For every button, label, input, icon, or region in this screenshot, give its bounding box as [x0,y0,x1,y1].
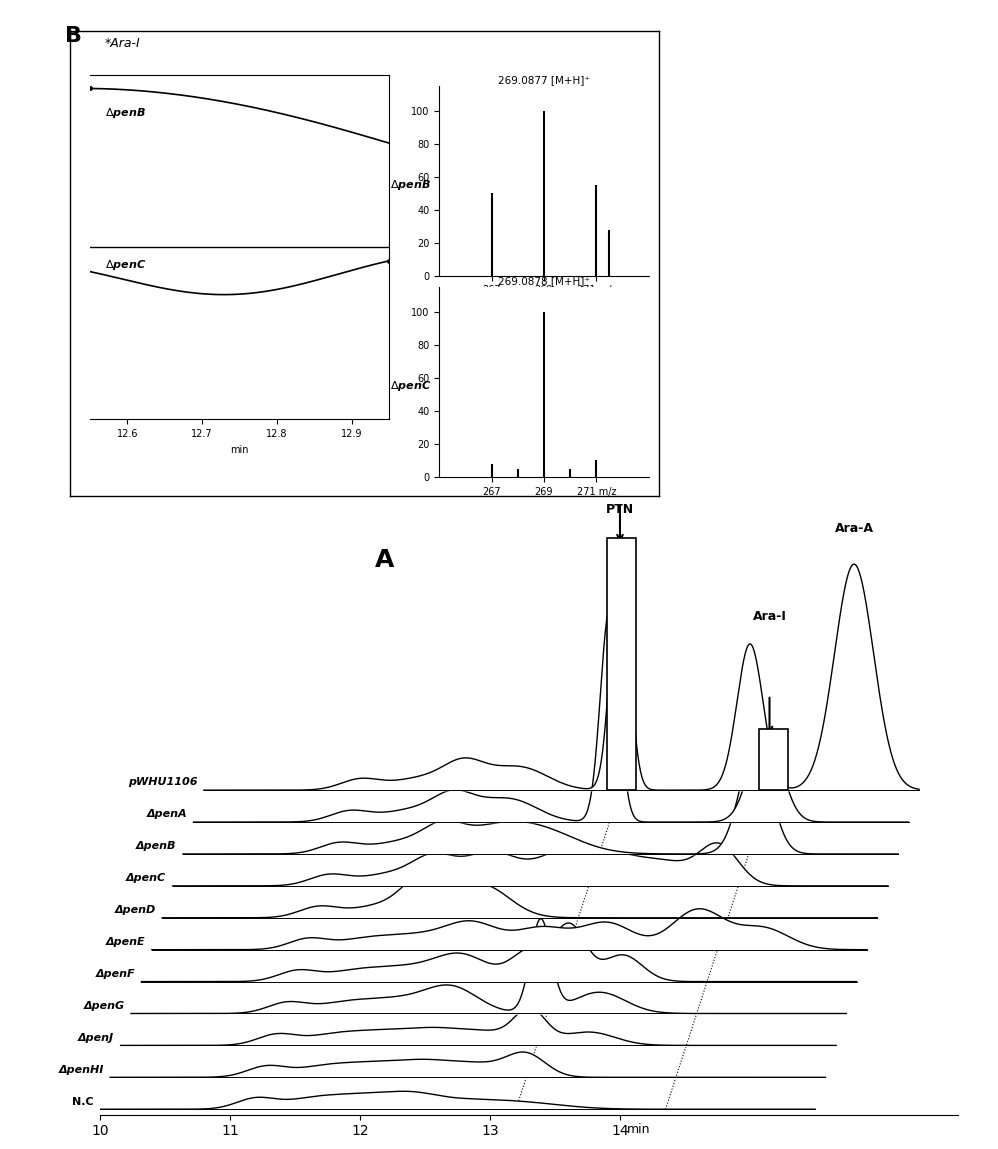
Text: $\Delta$penC: $\Delta$penC [390,379,431,393]
Text: PTN: PTN [606,503,634,516]
Text: pWHU1106: pWHU1106 [128,778,198,787]
Text: Ara-I: Ara-I [752,610,786,623]
Text: ΔpenD: ΔpenD [115,905,156,915]
Text: ΔpenB: ΔpenB [136,841,177,851]
Text: ΔpenJ: ΔpenJ [78,1033,114,1043]
Bar [759,730,787,791]
Text: ΔpenC: ΔpenC [126,873,166,884]
Text: ΔpenF: ΔpenF [95,969,135,979]
Title: 269.0877 [M+H]⁺: 269.0877 [M+H]⁺ [498,76,590,85]
Bar [607,538,636,791]
Text: $\Delta$penB: $\Delta$penB [105,106,146,119]
Text: N.C: N.C [72,1096,93,1106]
Title: 269.0878 [M+H]⁺: 269.0878 [M+H]⁺ [498,277,590,286]
X-axis label: min: min [231,445,249,455]
Text: ΔpenHI: ΔpenHI [58,1065,104,1074]
Text: ΔpenG: ΔpenG [84,1001,125,1011]
Text: $\Delta$penC: $\Delta$penC [105,257,146,271]
Text: ΔpenA: ΔpenA [147,809,187,819]
Text: B: B [65,26,82,46]
Text: A: A [374,548,394,572]
Text: min: min [627,1123,650,1135]
Text: Ara-A: Ara-A [834,522,873,535]
Text: ΔpenE: ΔpenE [106,938,146,947]
Text: *Ara-I: *Ara-I [105,37,141,49]
Text: $\Delta$penB: $\Delta$penB [390,178,431,192]
